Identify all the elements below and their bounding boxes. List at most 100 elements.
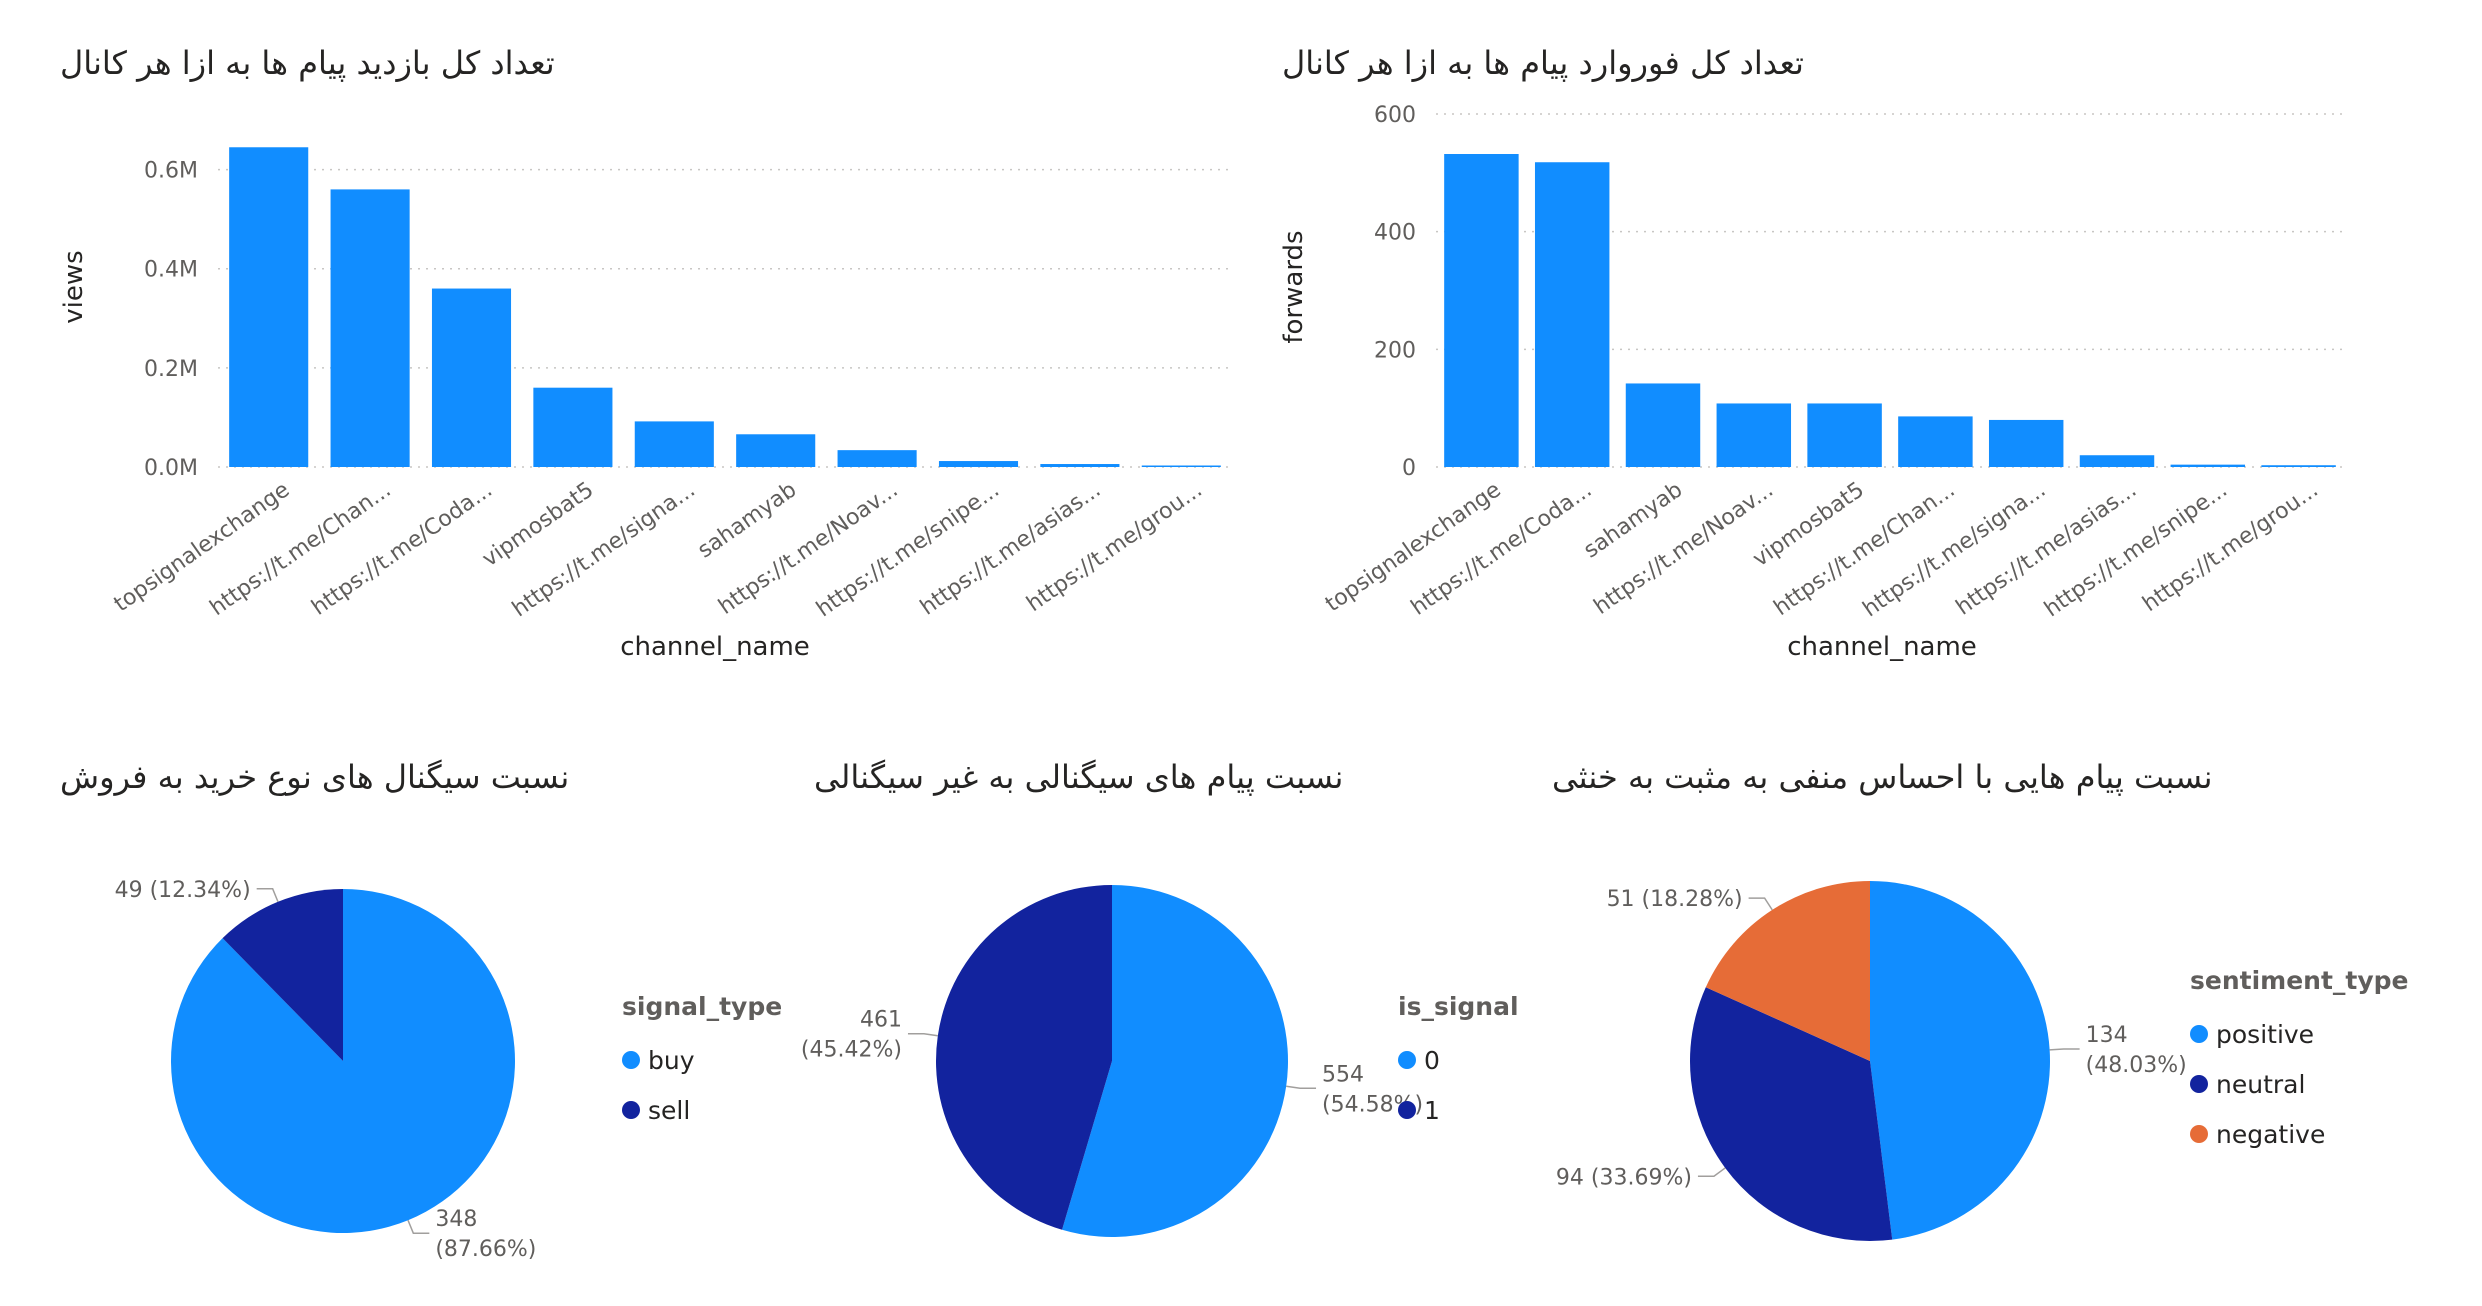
pie-data-label: 51 (18.28%) [1607,887,1743,912]
views-bar-chart-panel: تعداد کل بازدید پیام ها به ازا هر کانال … [0,0,1240,680]
x-tick-label: https://t.me/signa... [508,477,700,622]
legend-title: sentiment_type [2190,966,2409,995]
leader-line [1748,897,1773,911]
leader-line [2049,1048,2080,1051]
y-tick-label: 0.2M [144,357,198,382]
pie-data-label-line: 51 (18.28%) [1607,887,1743,912]
bar[interactable] [1625,383,1701,467]
leader-line [1286,1085,1317,1090]
legend-item-0[interactable]: 0 [1398,1035,1519,1085]
bar[interactable] [229,147,309,467]
x-tick-label: https://t.me/Coda... [307,477,497,620]
pie-data-label-line: 49 (12.34%) [115,878,251,903]
bar[interactable] [2170,464,2246,467]
forwards-chart-title: تعداد کل فوروارد پیام ها به ازا هر کانال [1282,44,1804,82]
bar[interactable] [736,434,816,467]
pie-data-label-line: (48.03%) [2086,1053,2187,1078]
x-tick-label: https://t.me/Noav... [714,477,902,619]
x-tick-label: topsignalexchange [110,477,295,617]
legend-dot [1398,1051,1416,1069]
legend-label: positive [2216,1019,2315,1049]
y-tick-label: 600 [1374,103,1416,128]
bar[interactable] [837,450,917,467]
bar[interactable] [2261,465,2336,467]
x-tick-label: https://t.me/Chan... [206,477,396,621]
legend-title: is_signal [1398,992,1519,1021]
sentiment-pie-chart: 134 (48.03%) 94 (33.69%) 51 (18.28%) [1556,881,2187,1241]
pie-data-label: 134 (48.03%) [2086,1023,2187,1078]
signal-type-pie-title: نسبت سیگنال های نوع خرید به فروش [60,758,570,796]
y-tick-label: 400 [1374,221,1416,246]
legend-item-neutral[interactable]: neutral [2190,1059,2409,1109]
leader-line [407,1219,430,1234]
bar[interactable] [1988,419,2064,467]
y-tick-label: 0.6M [144,159,198,184]
pie-data-label-line: 94 (33.69%) [1556,1165,1692,1190]
legend-item-positive[interactable]: positive [2190,1009,2409,1059]
legend-dot [2190,1075,2208,1093]
x-axis-title: channel_name [1787,632,1977,662]
legend-label: 1 [1424,1095,1440,1125]
pie-data-label-line: (87.66%) [435,1237,536,1262]
pie-data-label-line: 461 [860,1008,902,1033]
signal-type-pie-chart: 348 (87.66%) 49 (12.34%) [115,878,537,1262]
forwards-bar-chart-panel: تعداد کل فوروارد پیام ها به ازا هر کانال… [1240,0,2482,680]
y-tick-label: 0 [1402,456,1416,481]
legend-item-buy[interactable]: buy [622,1035,782,1085]
y-axis-title: forwards [1279,230,1309,343]
legend-item-negative[interactable]: negative [2190,1109,2409,1159]
is-signal-legend: is_signal 0 1 [1398,992,1519,1135]
pie-data-label: 49 (12.34%) [115,878,251,903]
pie-slice[interactable] [1705,881,1870,1061]
x-tick-label: https://t.me/grou... [1022,477,1207,617]
is-signal-pie-chart: 554 (54.58%)461 (45.42%) [801,885,1423,1237]
pie-slice[interactable] [1062,885,1288,1237]
bar[interactable] [1444,154,1519,468]
bar[interactable] [938,461,1019,467]
bar[interactable] [1534,162,1610,467]
bar[interactable] [634,421,714,467]
is-signal-pie-title: نسبت پیام های سیگنالی به غیر سیگنالی [814,758,1344,796]
legend-item-1[interactable]: 1 [1398,1085,1519,1135]
pie-data-label: 348 (87.66%) [435,1207,536,1262]
pie-data-label-line: 348 [435,1207,477,1232]
bar[interactable] [1141,465,1221,468]
bar[interactable] [1807,403,1882,467]
views-chart-title: تعداد کل بازدید پیام ها به ازا هر کانال [60,44,555,82]
pie-data-label-line: 554 [1322,1062,1364,1087]
pie-slice[interactable] [1690,987,1893,1241]
x-tick-label: https://t.me/asias... [916,477,1106,620]
legend-label: neutral [2216,1069,2306,1099]
sentiment-legend: sentiment_type positive neutral negative [2190,966,2409,1159]
bar[interactable] [431,288,512,467]
pie-slice[interactable] [1870,881,2050,1240]
y-tick-label: 200 [1374,338,1416,363]
legend-dot [1398,1101,1416,1119]
x-tick-label: https://t.me/snipe... [812,477,1004,622]
views-bar-chart: 0.0M0.2M0.4M0.6Mtopsignalexchangehttps:/… [59,147,1232,662]
pie-slice[interactable] [222,889,343,1061]
bar[interactable] [1898,416,1973,467]
bar[interactable] [1040,464,1120,467]
bar[interactable] [533,387,613,467]
legend-item-sell[interactable]: sell [622,1085,782,1135]
bar[interactable] [330,189,410,467]
legend-dot [622,1101,640,1119]
pie-data-label-line: (45.42%) [801,1038,902,1063]
y-tick-label: 0.0M [144,456,198,481]
y-axis-title: views [59,250,89,323]
signal-type-pie-panel: نسبت سیگنال های نوع خرید به فروش 348 (87.… [0,730,800,1306]
leader-line [907,1032,938,1037]
is-signal-pie-panel: نسبت پیام های سیگنالی به غیر سیگنالی 554… [800,730,1540,1306]
legend-label: sell [648,1095,691,1125]
legend-dot [622,1051,640,1069]
legend-label: negative [2216,1119,2326,1149]
pie-slice[interactable] [936,885,1112,1230]
legend-title: signal_type [622,992,783,1021]
y-tick-label: 0.4M [144,258,198,283]
bar[interactable] [1716,403,1792,467]
pie-data-label-line: 134 [2086,1023,2128,1048]
x-axis-title: channel_name [620,632,810,662]
bar[interactable] [2079,455,2155,467]
legend-label: 0 [1424,1045,1440,1075]
